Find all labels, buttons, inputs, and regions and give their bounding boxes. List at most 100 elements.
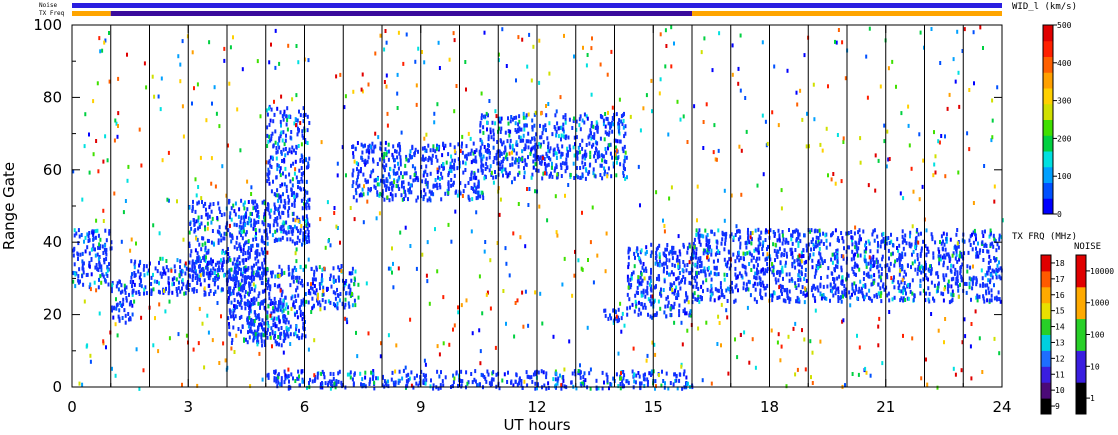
- data-point: [305, 219, 308, 224]
- data-point: [267, 375, 270, 380]
- data-point: [903, 238, 906, 243]
- data-point: [840, 179, 843, 184]
- data-point: [205, 255, 207, 260]
- data-point: [250, 244, 253, 249]
- data-point: [307, 235, 310, 240]
- data-point: [289, 237, 292, 242]
- data-point: [779, 270, 781, 275]
- data-point: [666, 243, 669, 247]
- data-point: [415, 381, 418, 386]
- data-point: [829, 282, 832, 287]
- data-point: [295, 288, 298, 293]
- data-point: [293, 171, 296, 176]
- data-point: [787, 240, 790, 245]
- data-point: [256, 342, 259, 347]
- data-point: [217, 201, 220, 206]
- data-point: [837, 299, 840, 303]
- data-point: [744, 241, 747, 246]
- data-point: [676, 292, 679, 297]
- data-point: [992, 244, 995, 249]
- data-point: [308, 121, 311, 125]
- data-point: [747, 233, 750, 238]
- data-point: [285, 220, 288, 225]
- data-point: [448, 169, 451, 173]
- data-point: [628, 247, 631, 252]
- data-point: [750, 253, 753, 258]
- data-point: [942, 275, 945, 280]
- data-point: [98, 242, 101, 247]
- data-point: [595, 124, 598, 129]
- data-point: [404, 193, 407, 198]
- data-point: [82, 270, 85, 275]
- data-point: [569, 173, 572, 177]
- data-point: [228, 199, 231, 204]
- data-point: [271, 270, 274, 275]
- data-point: [949, 237, 952, 242]
- data-point: [607, 316, 610, 321]
- data-point: [791, 241, 794, 246]
- data-point: [650, 267, 652, 272]
- data-point: [870, 298, 873, 303]
- data-point: [430, 160, 433, 165]
- data-point: [644, 294, 647, 299]
- data-point: [595, 146, 597, 151]
- data-point: [248, 329, 251, 334]
- data-point: [677, 275, 680, 280]
- data-point: [273, 192, 276, 197]
- data-point: [253, 223, 256, 228]
- data-point: [863, 271, 866, 276]
- data-point: [214, 262, 217, 267]
- data-point: [682, 309, 685, 314]
- data-point: [274, 129, 277, 134]
- data-point: [612, 122, 615, 127]
- data-point: [348, 271, 351, 276]
- data-point: [642, 305, 645, 310]
- data-point: [276, 188, 279, 193]
- data-point: [479, 149, 482, 154]
- data-point: [689, 256, 692, 261]
- data-point: [354, 269, 357, 274]
- data-point: [121, 316, 124, 320]
- data-point: [792, 229, 794, 234]
- data-point: [764, 268, 767, 273]
- data-point: [819, 232, 821, 237]
- data-point: [637, 371, 640, 375]
- data-point: [830, 233, 832, 238]
- data-point: [933, 298, 936, 303]
- data-point: [740, 273, 743, 278]
- freq-status-bar: [72, 11, 1002, 16]
- data-point: [896, 246, 898, 250]
- data-point: [628, 282, 630, 287]
- data-point: [963, 239, 966, 244]
- data-point: [998, 260, 1000, 265]
- data-point: [252, 270, 255, 275]
- data-point: [398, 145, 401, 150]
- data-point: [834, 254, 837, 259]
- data-point: [436, 158, 439, 163]
- data-point: [293, 197, 296, 202]
- data-point: [736, 255, 739, 260]
- noise-bar-label: Noise: [39, 2, 57, 9]
- data-point: [695, 232, 698, 237]
- data-point: [673, 301, 676, 306]
- data-point: [782, 276, 784, 281]
- data-point: [422, 154, 424, 159]
- data-point: [449, 161, 452, 166]
- data-point: [188, 244, 191, 248]
- data-point: [167, 276, 170, 281]
- data-point: [236, 299, 239, 304]
- data-point: [203, 254, 206, 259]
- data-point: [422, 379, 425, 384]
- data-point: [756, 248, 759, 253]
- data-point: [167, 198, 170, 203]
- data-point: [426, 240, 429, 245]
- data-point: [579, 127, 582, 132]
- data-point: [496, 161, 499, 166]
- data-point: [734, 298, 737, 303]
- data-point: [276, 216, 279, 220]
- data-point: [238, 287, 241, 291]
- data-point: [742, 286, 745, 291]
- data-point: [877, 269, 880, 274]
- data-point: [684, 277, 687, 282]
- data-point: [800, 272, 803, 277]
